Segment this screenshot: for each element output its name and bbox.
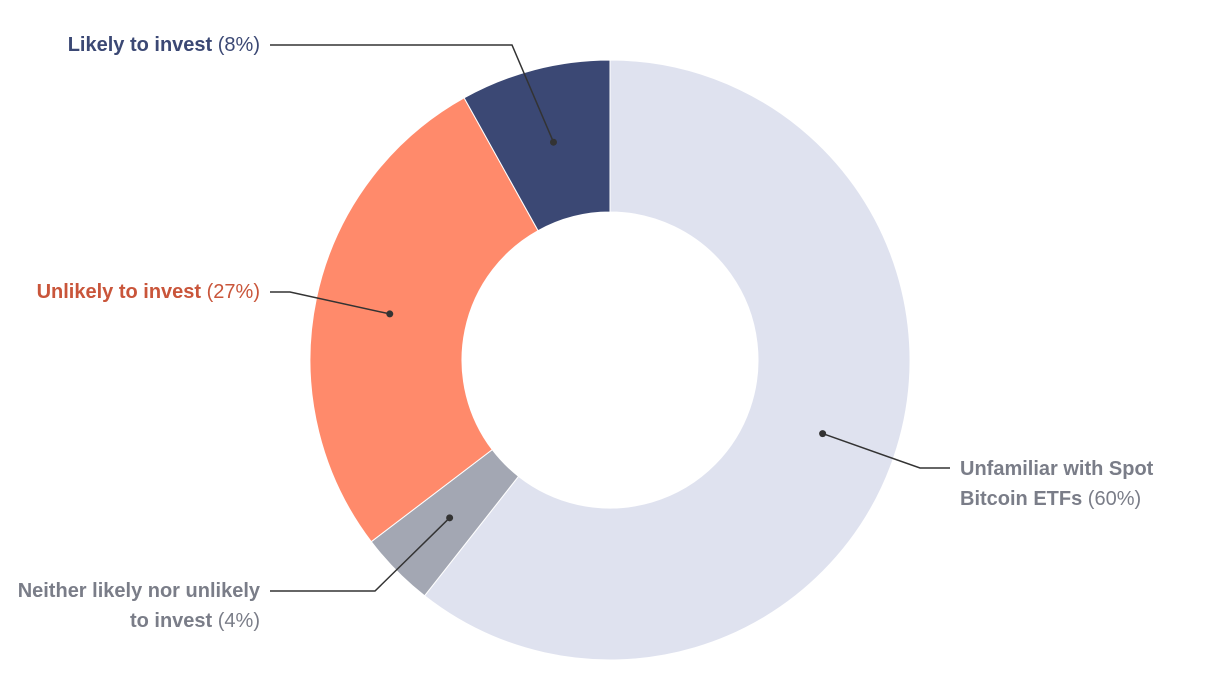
donut-slice [463, 59, 611, 232]
donut-slice [309, 97, 539, 543]
leader-dot [386, 310, 394, 318]
leader-line [822, 432, 950, 469]
value-label: (8%) [217, 34, 260, 56]
category-label: Unlikely to invest [36, 281, 202, 303]
value-label: (4%) [217, 610, 260, 632]
value-label: (60%) [1087, 488, 1142, 510]
leader-line [270, 517, 451, 592]
category-label: Likely to invest [67, 34, 213, 56]
slice-label: Neither likely nor unlikely to invest (4… [0, 576, 260, 636]
donut-slice [423, 59, 911, 661]
slice-label: Unfamiliar with Spot Bitcoin ETFs (60%) [960, 454, 1200, 514]
slice-label: Likely to invest (8%) [0, 30, 260, 60]
value-label: (27%) [206, 281, 260, 303]
category-label: Neither likely nor unlikely to invest [17, 580, 260, 632]
leader-dot [446, 514, 454, 522]
leader-dot [819, 430, 827, 438]
leader-dot [549, 138, 557, 146]
leader-line [270, 44, 555, 143]
slice-label: Unlikely to invest (27%) [0, 277, 260, 307]
leader-line [270, 291, 390, 315]
category-label: Unfamiliar with Spot Bitcoin ETFs [960, 458, 1154, 510]
